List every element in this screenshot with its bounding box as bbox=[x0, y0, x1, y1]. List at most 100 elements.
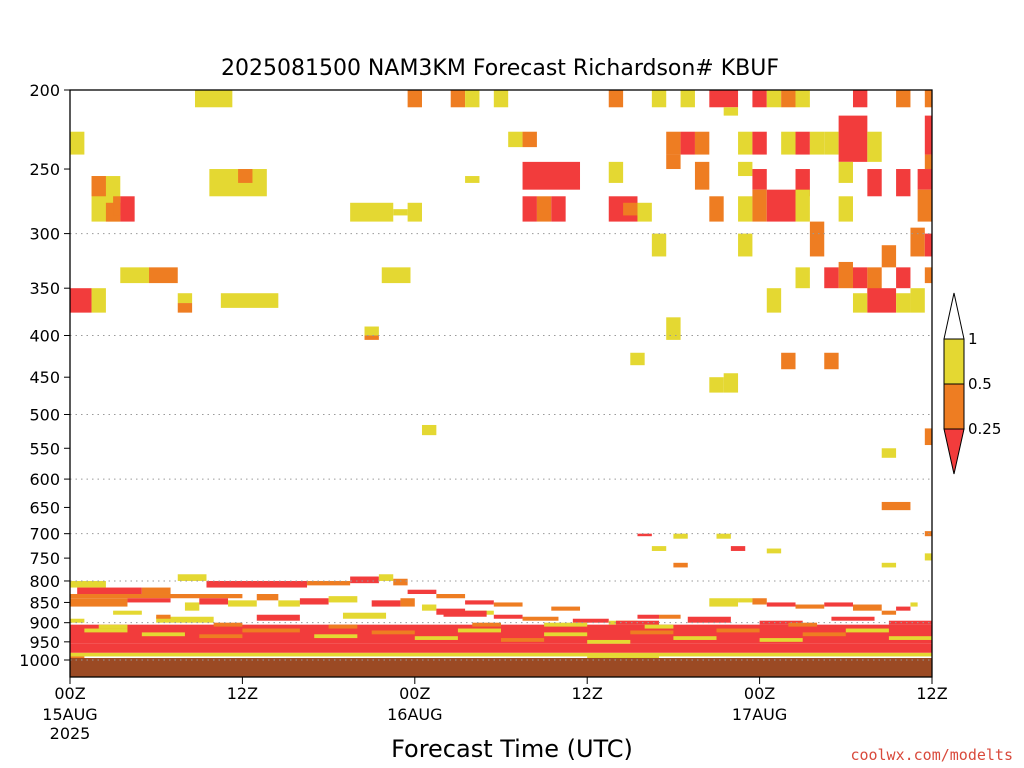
heatmap-cell bbox=[536, 196, 552, 222]
heatmap-cell bbox=[896, 169, 911, 197]
heatmap-cell bbox=[896, 293, 911, 313]
heatmap-cell bbox=[809, 221, 825, 257]
heatmap-cell bbox=[364, 326, 379, 336]
heatmap-cell bbox=[716, 628, 760, 633]
heatmap-cell bbox=[651, 546, 667, 551]
y-tick-label: 850 bbox=[29, 593, 60, 612]
heatmap-cell bbox=[623, 202, 638, 216]
colorbar-orange bbox=[943, 383, 965, 430]
heatmap-cell bbox=[917, 189, 932, 222]
y-tick-label: 350 bbox=[29, 279, 60, 298]
heatmap-cell bbox=[238, 169, 253, 183]
heatmap-cell bbox=[881, 562, 897, 568]
y-tick-label: 950 bbox=[29, 633, 60, 652]
heatmap-cell bbox=[738, 161, 753, 177]
heatmap-cell bbox=[867, 131, 882, 162]
heatmap-cell bbox=[493, 90, 509, 108]
heatmap-cell bbox=[544, 622, 588, 627]
heatmap-cell bbox=[752, 598, 767, 605]
heatmap-cell bbox=[752, 90, 767, 108]
heatmap-cell bbox=[680, 90, 695, 108]
heatmap-cell bbox=[465, 176, 480, 183]
heatmap-cell bbox=[709, 377, 724, 393]
x-tick-label: 00Z bbox=[744, 684, 775, 703]
heatmap-cell bbox=[278, 600, 300, 607]
heatmap-cell bbox=[177, 303, 193, 313]
heatmap-cell bbox=[910, 227, 925, 257]
heatmap-cell bbox=[342, 612, 387, 619]
heatmap-cell bbox=[465, 600, 494, 605]
heatmap-cell bbox=[896, 606, 911, 611]
heatmap-cell bbox=[694, 131, 710, 155]
heatmap-cell bbox=[493, 602, 523, 607]
heatmap-cell bbox=[307, 580, 351, 586]
heatmap-cell bbox=[738, 233, 753, 257]
heatmap-cell bbox=[457, 628, 501, 633]
heatmap-cell bbox=[436, 594, 466, 599]
heatmap-cell bbox=[141, 587, 171, 595]
heatmap-cell bbox=[199, 598, 229, 605]
heatmap-cell bbox=[795, 131, 810, 155]
heatmap-cell bbox=[845, 628, 889, 633]
heatmap-cell bbox=[637, 533, 652, 537]
heatmap-cell bbox=[637, 614, 660, 619]
heatmap-cell bbox=[788, 622, 818, 627]
y-tick-label: 200 bbox=[29, 81, 60, 100]
heatmap-cell bbox=[766, 288, 782, 313]
heatmap-cell bbox=[637, 202, 652, 222]
y-tick-label: 300 bbox=[29, 225, 60, 244]
colorbar: 1 0.5 0.25 bbox=[943, 292, 1001, 475]
heatmap-cell bbox=[414, 636, 458, 640]
colorbar-label-0.5: 0.5 bbox=[968, 375, 992, 393]
heatmap-cell bbox=[350, 202, 394, 222]
heatmap-cell bbox=[838, 261, 853, 289]
heatmap-cell bbox=[896, 90, 911, 108]
heatmap-cell bbox=[91, 176, 106, 197]
heatmap-cell bbox=[752, 189, 767, 222]
heatmap-cell bbox=[738, 131, 753, 155]
y-tick-label: 900 bbox=[29, 614, 60, 633]
heatmap-cell bbox=[443, 610, 487, 617]
heatmap-cell bbox=[199, 634, 243, 639]
heatmap-cell bbox=[364, 335, 379, 340]
colorbar-top-arrow bbox=[943, 292, 965, 340]
heatmap-cell bbox=[450, 90, 466, 108]
y-tick-label: 400 bbox=[29, 326, 60, 345]
y-tick-label: 250 bbox=[29, 160, 60, 179]
heatmap-cell bbox=[177, 293, 193, 304]
heatmap-cell bbox=[465, 90, 480, 108]
heatmap-cell bbox=[924, 154, 932, 170]
heatmap-cell bbox=[673, 562, 688, 568]
heatmap-cell bbox=[378, 574, 394, 581]
heatmap-cell bbox=[680, 131, 695, 155]
heatmap-cell bbox=[852, 90, 868, 108]
heatmap-cell bbox=[824, 131, 839, 155]
y-tick-label: 750 bbox=[29, 549, 60, 568]
chart-title: 2025081500 NAM3KM Forecast Richardson# K… bbox=[221, 56, 779, 81]
x-tick-label: 12Z bbox=[572, 684, 603, 703]
heatmap-cell bbox=[881, 245, 897, 268]
credit-text[interactable]: coolwx.com/modelts bbox=[850, 746, 1013, 764]
x-tick-label: 00Z bbox=[54, 684, 85, 703]
heatmap-cell bbox=[127, 598, 171, 603]
heatmap-cell bbox=[766, 189, 796, 222]
heatmap-cell bbox=[472, 622, 501, 627]
heatmap-cell bbox=[522, 161, 581, 190]
heatmap-cell bbox=[781, 131, 796, 155]
heatmap-cell bbox=[141, 632, 185, 637]
heatmap-cell bbox=[824, 352, 839, 370]
heatmap-cell bbox=[177, 574, 207, 581]
heatmap-cell bbox=[587, 639, 631, 644]
heatmap-cell bbox=[644, 624, 674, 629]
heatmap-cell bbox=[673, 636, 717, 640]
heatmap-cell bbox=[723, 107, 739, 116]
heatmap-cell bbox=[381, 267, 411, 284]
heatmap-cell bbox=[70, 598, 128, 607]
heatmap-cell bbox=[421, 424, 437, 436]
heatmap-cell bbox=[852, 293, 868, 313]
heatmap-cell bbox=[852, 267, 868, 289]
x-date-label: 16AUG bbox=[387, 705, 442, 724]
heatmap-cell bbox=[508, 131, 523, 148]
heatmap-cell bbox=[716, 533, 731, 539]
heatmap-cell bbox=[493, 614, 523, 619]
